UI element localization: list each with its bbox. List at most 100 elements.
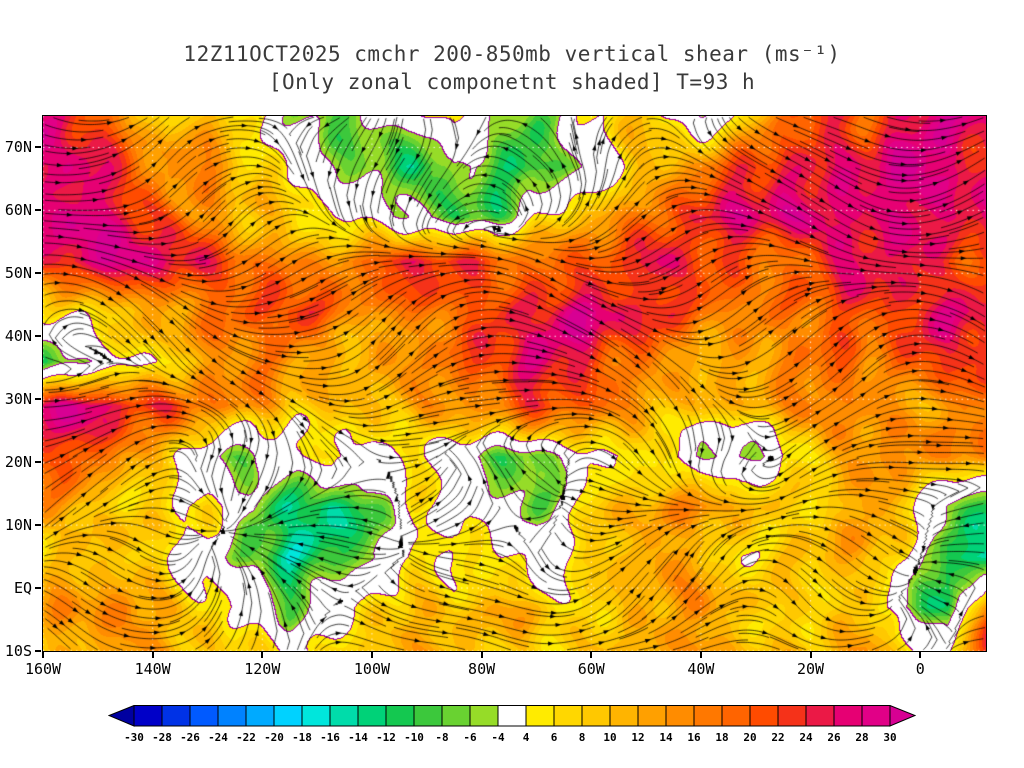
shear-field-canvas <box>43 116 986 651</box>
x-axis-tick <box>699 652 702 658</box>
map-plot-region: 160W 140W 120W 100W 80W 60W 40W 20W 0 70N 60N 50N 40… <box>5 115 987 678</box>
colorbar-segment <box>189 705 219 727</box>
x-axis-tick <box>480 652 483 658</box>
colorbar-tick-label: 8 <box>579 731 586 744</box>
colorbar-tick-label: -6 <box>463 731 477 744</box>
x-axis-tick-label: 100W <box>353 660 391 678</box>
colorbar-tick-label: -20 <box>264 731 284 744</box>
x-axis-tick-label: 40W <box>687 660 715 678</box>
x-axis-tick <box>42 652 44 658</box>
colorbar-tick-label: 10 <box>603 731 616 744</box>
x-axis-tick <box>919 652 922 658</box>
y-axis-tick <box>35 272 41 275</box>
colorbar-tick-label: 6 <box>551 731 558 744</box>
colorbar-segment <box>329 705 359 727</box>
y-axis-tick <box>35 587 41 590</box>
colorbar-tick-label: 18 <box>715 731 728 744</box>
colorbar-tick-label: -10 <box>404 731 424 744</box>
y-axis-tick-label: 50N <box>4 264 32 283</box>
colorbar-tick-label: 20 <box>743 731 756 744</box>
colorbar-segment <box>413 705 443 727</box>
colorbar-segment <box>581 705 611 727</box>
colorbar-segment <box>609 705 639 727</box>
x-axis-tick-label: 60W <box>577 660 605 678</box>
x-axis-tick-label: 0 <box>915 660 925 678</box>
colorbar-segment <box>553 705 583 727</box>
colorbar-segment <box>861 705 891 727</box>
x-axis-tick-label: 140W <box>134 660 171 678</box>
colorbar-segment <box>385 705 415 727</box>
x-axis-tick <box>590 652 593 658</box>
colorbar: -30 -28 -26 -24 -22 -20 -18 -16 -14 -12 -10 -8 -6 -4 4… <box>108 705 916 744</box>
colorbar-under-arrow <box>108 705 135 727</box>
colorbar-segment <box>133 705 163 727</box>
y-axis-tick-label: 10S <box>4 642 32 660</box>
colorbar-segment <box>245 705 275 727</box>
colorbar-segment <box>637 705 667 727</box>
x-axis-tick <box>809 652 812 658</box>
y-axis-tick <box>35 524 41 527</box>
colorbar-tick-label: 24 <box>799 731 813 744</box>
colorbar-tick-label: 26 <box>827 731 841 744</box>
colorbar-segment <box>497 705 527 727</box>
colorbar-tick-label: -12 <box>376 731 396 744</box>
x-axis-tick <box>261 652 264 658</box>
y-axis-tick-label: 70N <box>4 138 32 157</box>
chart-subtitle: [Only zonal componetnt shaded] T=93 h <box>268 70 756 94</box>
colorbar-tick-label: -26 <box>180 731 200 744</box>
colorbar-tick-label: -8 <box>435 731 448 744</box>
colorbar-over-arrow <box>889 705 916 727</box>
colorbar-segment <box>357 705 387 727</box>
colorbar-segment <box>833 705 863 727</box>
y-axis-tick-label: 10N <box>4 516 32 535</box>
x-axis-tick-label: 20W <box>797 660 825 678</box>
colorbar-segment <box>525 705 555 727</box>
x-axis-tick <box>370 652 373 658</box>
colorbar-segment <box>777 705 807 727</box>
colorbar-segment <box>805 705 835 727</box>
colorbar-segment <box>665 705 695 727</box>
colorbar-segment <box>273 705 303 727</box>
chart-title: 12Z11OCT2025 cmchr 200-850mb vertical sh… <box>183 42 841 66</box>
x-axis-tick-label: 160W <box>24 660 62 678</box>
colorbar-tick-label: 14 <box>659 731 673 744</box>
colorbar-tick-label: 28 <box>855 731 868 744</box>
colorbar-tick-label: 4 <box>523 731 530 744</box>
colorbar-tick-label: -14 <box>348 731 368 744</box>
colorbar-tick-label: 22 <box>771 731 784 744</box>
y-axis-tick-label: 20N <box>4 453 32 472</box>
colorbar-tick-label: -4 <box>491 731 505 744</box>
colorbar-segment <box>469 705 499 727</box>
y-axis-tick-label: 60N <box>4 201 32 220</box>
y-axis-tick-label: 30N <box>4 390 32 409</box>
y-axis-tick <box>35 461 41 464</box>
colorbar-tick-label: -16 <box>320 731 340 744</box>
chart-titles: 12Z11OCT2025 cmchr 200-850mb vertical sh… <box>0 40 1024 96</box>
y-axis-tick-label: 40N <box>4 327 32 346</box>
colorbar-tick-label: -22 <box>236 731 256 744</box>
x-axis-tick <box>151 652 154 658</box>
y-axis-tick <box>35 209 41 212</box>
x-axis-tick-label: 80W <box>468 660 496 678</box>
colorbar-segment <box>301 705 331 727</box>
colorbar-tick-label: -28 <box>152 731 172 744</box>
colorbar-tick-label: 30 <box>883 731 896 744</box>
colorbar-segment <box>721 705 751 727</box>
y-axis-tick <box>35 146 41 149</box>
y-axis-tick <box>35 398 41 401</box>
colorbar-tick-label: 12 <box>631 731 644 744</box>
y-axis-tick <box>35 650 41 652</box>
y-axis-tick <box>35 335 41 338</box>
x-axis-tick-label: 120W <box>244 660 281 678</box>
colorbar-tick-label: -18 <box>292 731 312 744</box>
colorbar-segment <box>749 705 779 727</box>
colorbar-tick-label: 16 <box>687 731 701 744</box>
y-axis-tick-label: EQ <box>13 579 32 598</box>
colorbar-segment <box>693 705 723 727</box>
colorbar-segment <box>217 705 247 727</box>
colorbar-segment <box>441 705 471 727</box>
colorbar-tick-label: -24 <box>208 731 228 744</box>
colorbar-tick-label: -30 <box>124 731 144 744</box>
colorbar-segment <box>161 705 191 727</box>
